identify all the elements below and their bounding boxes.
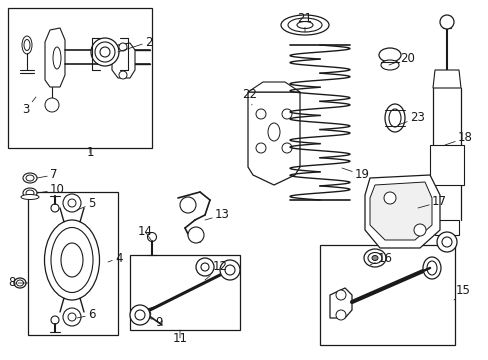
- Polygon shape: [432, 70, 460, 88]
- Text: 21: 21: [297, 12, 312, 32]
- Ellipse shape: [21, 194, 39, 199]
- Text: 7: 7: [37, 168, 58, 181]
- Ellipse shape: [53, 47, 61, 69]
- Ellipse shape: [24, 40, 30, 50]
- Circle shape: [413, 224, 425, 236]
- Ellipse shape: [44, 220, 99, 300]
- Ellipse shape: [267, 123, 280, 141]
- Polygon shape: [112, 43, 135, 78]
- Text: 2: 2: [118, 36, 152, 52]
- Ellipse shape: [22, 36, 32, 54]
- Text: 12: 12: [204, 261, 227, 280]
- Text: 19: 19: [341, 168, 369, 181]
- Polygon shape: [247, 92, 299, 185]
- Ellipse shape: [51, 228, 93, 292]
- Ellipse shape: [95, 42, 115, 62]
- Circle shape: [441, 237, 451, 247]
- Circle shape: [119, 43, 127, 51]
- Circle shape: [335, 290, 346, 300]
- Bar: [8, 8, 152, 148]
- Text: 11: 11: [172, 330, 187, 345]
- Text: 3: 3: [22, 97, 36, 117]
- Text: 8: 8: [8, 276, 28, 289]
- Circle shape: [187, 227, 203, 243]
- Text: 6: 6: [77, 309, 95, 321]
- Text: 1: 1: [86, 147, 94, 159]
- Polygon shape: [434, 220, 458, 235]
- Ellipse shape: [422, 257, 440, 279]
- Polygon shape: [45, 28, 65, 87]
- Text: 15: 15: [453, 284, 470, 300]
- Text: 20: 20: [388, 51, 414, 65]
- Ellipse shape: [17, 280, 23, 286]
- Ellipse shape: [26, 175, 34, 181]
- Ellipse shape: [371, 256, 377, 261]
- Polygon shape: [369, 182, 431, 240]
- Text: 14: 14: [138, 225, 153, 240]
- Circle shape: [224, 265, 235, 275]
- Circle shape: [196, 258, 214, 276]
- Circle shape: [63, 308, 81, 326]
- Circle shape: [201, 263, 208, 271]
- Circle shape: [130, 305, 150, 325]
- Circle shape: [383, 192, 395, 204]
- Polygon shape: [364, 175, 439, 248]
- Circle shape: [436, 232, 456, 252]
- Polygon shape: [429, 145, 463, 185]
- Circle shape: [68, 313, 76, 321]
- Circle shape: [220, 260, 240, 280]
- Ellipse shape: [26, 190, 34, 196]
- Ellipse shape: [51, 204, 59, 212]
- Ellipse shape: [100, 47, 110, 57]
- Text: 22: 22: [242, 89, 257, 105]
- Ellipse shape: [384, 104, 404, 132]
- Ellipse shape: [23, 173, 37, 183]
- Ellipse shape: [23, 188, 37, 198]
- Ellipse shape: [14, 278, 26, 288]
- Polygon shape: [329, 288, 351, 318]
- Circle shape: [45, 98, 59, 112]
- Text: 18: 18: [444, 131, 472, 145]
- Text: 10: 10: [37, 184, 65, 197]
- Circle shape: [68, 199, 76, 207]
- Circle shape: [135, 310, 145, 320]
- Ellipse shape: [143, 310, 150, 316]
- Bar: [28, 192, 118, 335]
- Text: 17: 17: [417, 195, 446, 208]
- Bar: [130, 255, 240, 330]
- Circle shape: [282, 109, 291, 119]
- Text: 9: 9: [149, 315, 162, 328]
- Ellipse shape: [367, 252, 381, 264]
- Circle shape: [335, 310, 346, 320]
- Text: 13: 13: [204, 208, 229, 221]
- Circle shape: [119, 71, 127, 79]
- Ellipse shape: [281, 15, 328, 35]
- Ellipse shape: [296, 22, 312, 28]
- Ellipse shape: [378, 48, 400, 62]
- Ellipse shape: [287, 18, 321, 32]
- Circle shape: [63, 194, 81, 212]
- Text: 23: 23: [397, 112, 424, 125]
- Polygon shape: [247, 82, 299, 92]
- Text: 16: 16: [369, 252, 392, 265]
- Ellipse shape: [91, 38, 119, 66]
- Text: 5: 5: [77, 198, 95, 211]
- Ellipse shape: [388, 109, 400, 127]
- Ellipse shape: [51, 316, 59, 324]
- Bar: [319, 245, 454, 345]
- Circle shape: [439, 15, 453, 29]
- Text: 4: 4: [108, 252, 122, 265]
- Ellipse shape: [380, 60, 398, 70]
- Circle shape: [282, 143, 291, 153]
- Ellipse shape: [363, 249, 385, 267]
- Ellipse shape: [147, 233, 156, 242]
- Circle shape: [180, 197, 196, 213]
- Ellipse shape: [426, 261, 436, 275]
- Circle shape: [256, 109, 265, 119]
- Ellipse shape: [61, 243, 83, 277]
- Circle shape: [256, 143, 265, 153]
